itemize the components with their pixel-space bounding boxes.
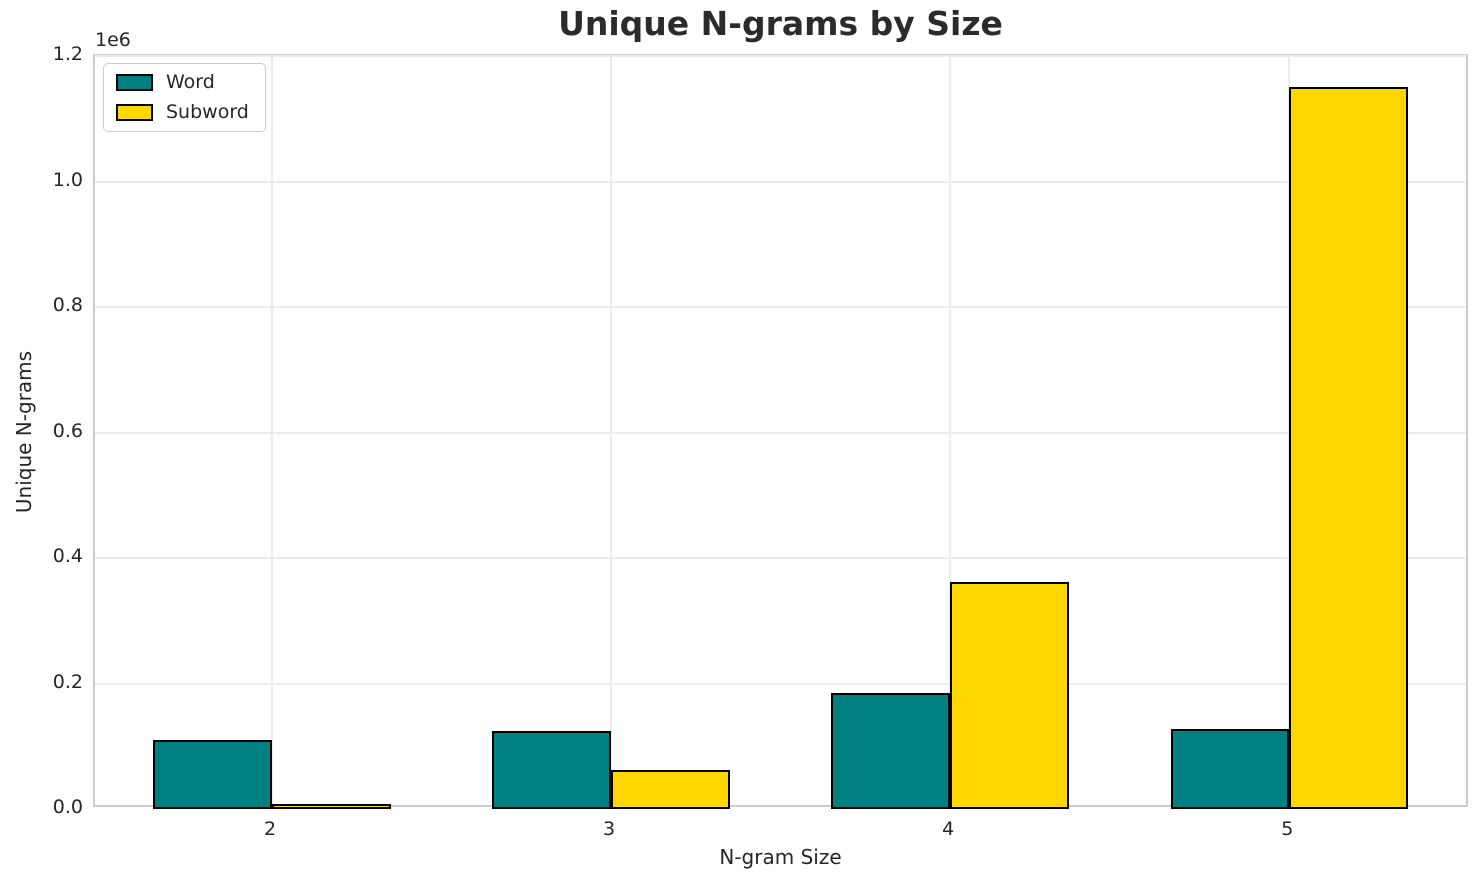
- y-tick-label: 0.0: [52, 796, 83, 818]
- y-tick-label: 0.2: [52, 670, 83, 693]
- legend: Word Subword: [103, 63, 266, 132]
- x-tick-label: 4: [942, 818, 955, 840]
- x-gridline: [949, 56, 952, 805]
- y-axis-offset-label: 1e6: [95, 29, 131, 51]
- legend-label-word: Word: [166, 71, 215, 93]
- x-tick-label: 3: [603, 818, 616, 840]
- y-gridline: [95, 682, 1466, 685]
- y-tick-label: 1.2: [52, 43, 83, 65]
- bar-word-5: [1170, 728, 1290, 809]
- bar-subword-5: [1289, 87, 1408, 809]
- y-gridline: [95, 180, 1466, 183]
- y-tick-label: 1.0: [52, 168, 83, 191]
- x-axis-title: N-gram Size: [719, 845, 842, 869]
- plot-area: [93, 54, 1468, 809]
- legend-item-word: Word: [116, 73, 249, 92]
- chart-title: Unique N-grams by Size: [558, 4, 1003, 43]
- x-gridline: [610, 56, 613, 805]
- x-tick-label: 2: [263, 818, 277, 840]
- y-tick-label: 0.6: [52, 419, 83, 442]
- bar-subword-2: [272, 803, 391, 809]
- y-gridline: [95, 306, 1466, 308]
- bar-word-3: [492, 730, 612, 809]
- bar-word-2: [153, 739, 272, 809]
- y-gridline: [95, 557, 1466, 559]
- x-gridline: [271, 56, 273, 805]
- bar-word-4: [831, 692, 951, 809]
- legend-swatch-subword-icon: [116, 104, 153, 121]
- y-gridline: [95, 55, 1466, 57]
- x-tick-label: 5: [1281, 818, 1294, 840]
- y-tick-label: 0.4: [52, 545, 83, 567]
- y-tick-label: 0.8: [52, 294, 83, 316]
- legend-swatch-word-icon: [116, 74, 153, 91]
- legend-item-subword: Subword: [116, 103, 249, 122]
- bar-subword-4: [950, 581, 1069, 809]
- legend-label-subword: Subword: [166, 101, 249, 123]
- y-gridline: [95, 431, 1466, 434]
- bar-subword-3: [611, 770, 730, 809]
